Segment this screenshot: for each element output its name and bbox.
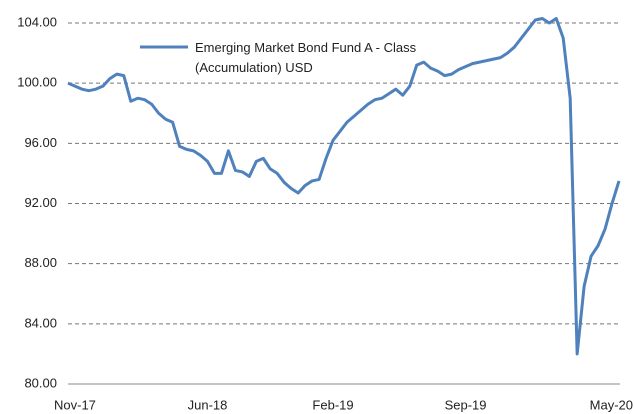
y-tick-label: 92.00 [24,195,57,210]
x-tick-label: Jun-18 [188,397,228,412]
y-tick-label: 88.00 [24,255,57,270]
y-tick-label: 104.00 [17,14,57,29]
x-tick-label: Sep-19 [445,397,487,412]
y-tick-label: 96.00 [24,135,57,150]
x-tick-label: May-20 [590,397,633,412]
y-tick-label: 80.00 [24,375,57,390]
y-tick-label: 100.00 [17,75,57,90]
legend-label: Emerging Market Bond Fund A - Class (Acc… [195,40,417,75]
y-tick-label: 84.00 [24,315,57,330]
x-tick-label: Nov-17 [54,397,96,412]
data-line [67,16,621,356]
x-tick-label: Feb-19 [312,397,353,412]
